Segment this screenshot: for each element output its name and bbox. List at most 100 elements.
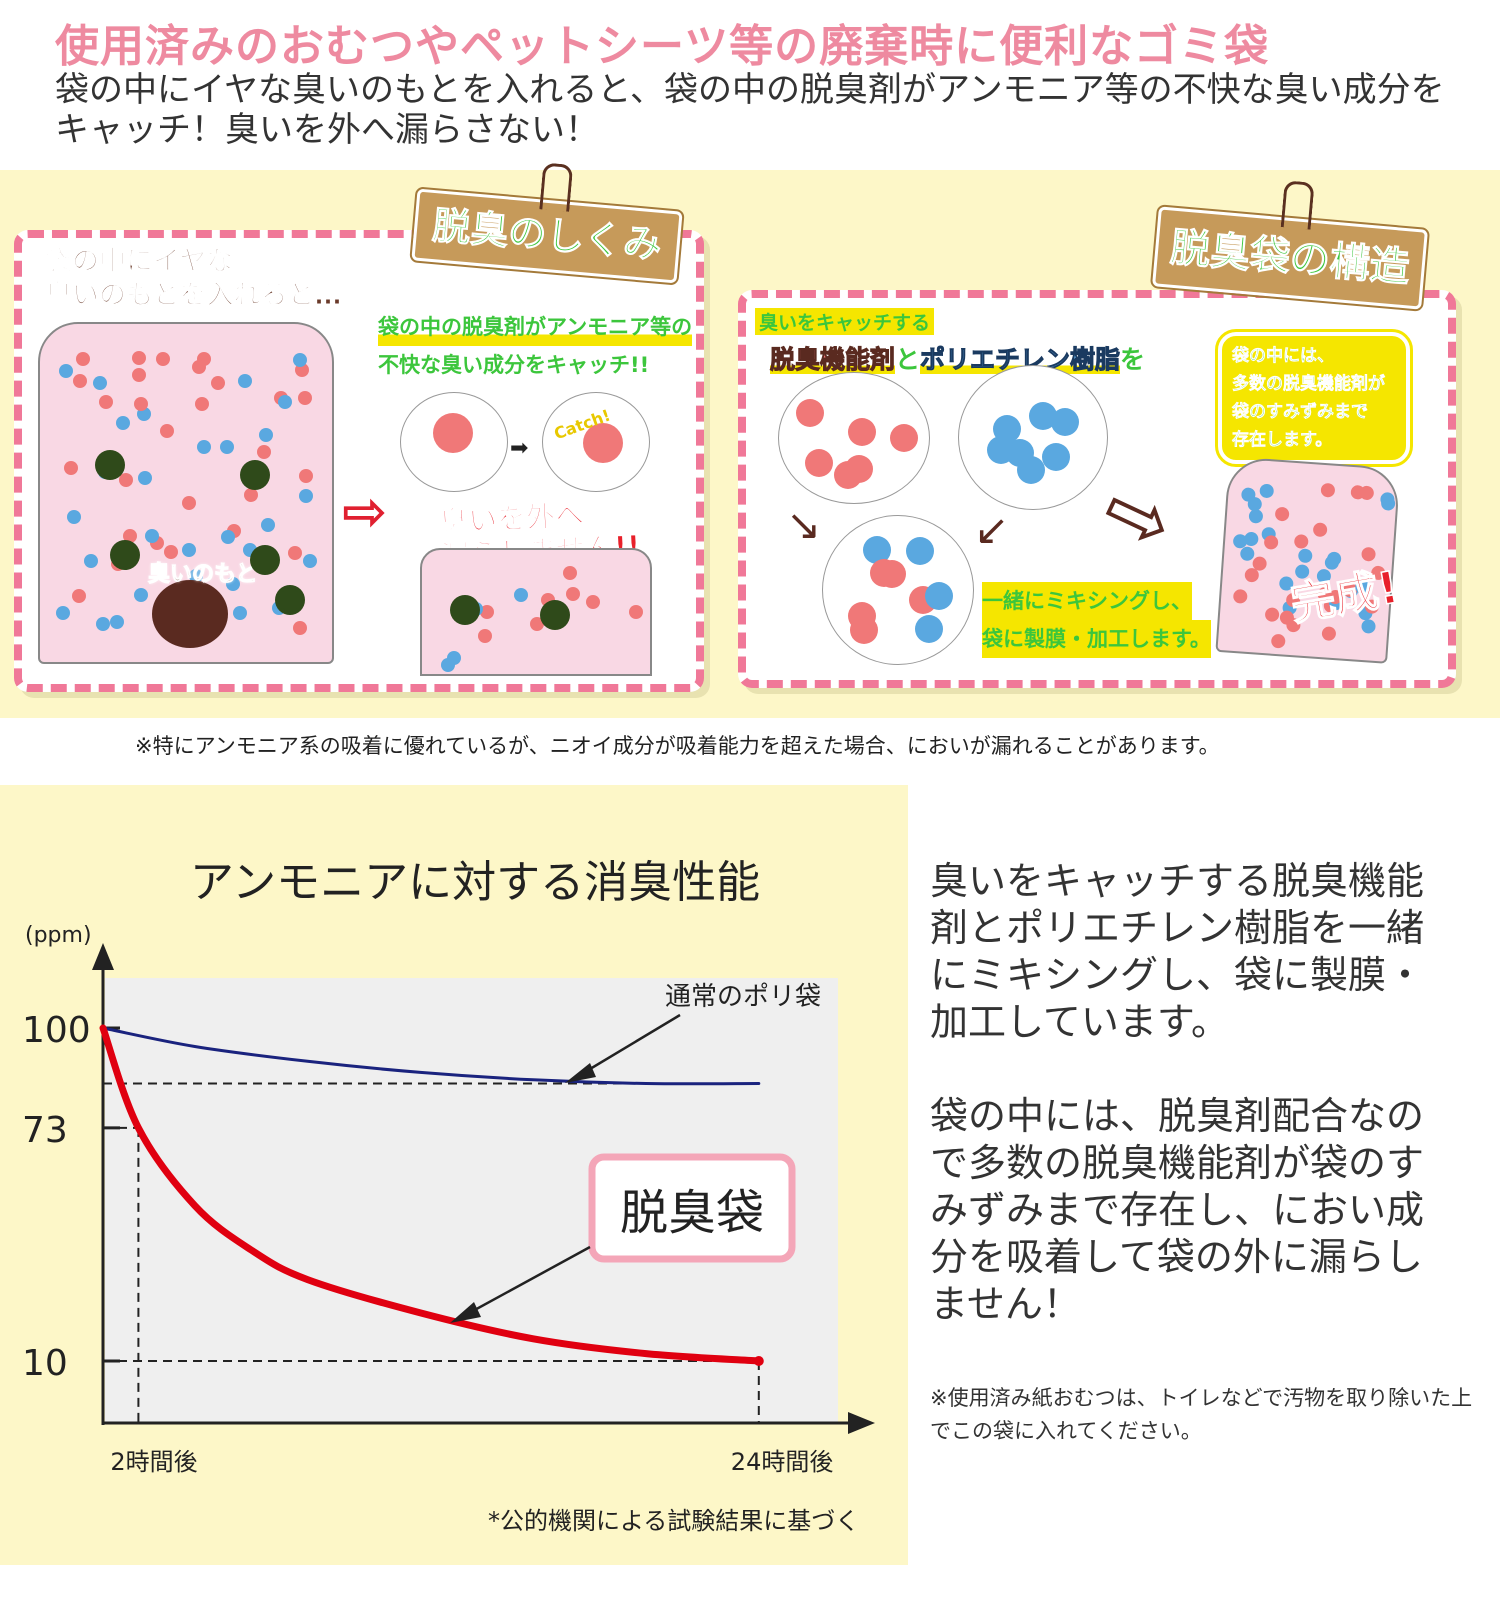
particle-icon [84, 554, 99, 569]
bubble-line: 袋のすみずみまで [1232, 402, 1369, 423]
pointer-arrow-icon [565, 1063, 596, 1083]
description-paragraph: 臭いをキャッチする脱臭機能剤とポリエチレン樹脂を一緒にミキシングし、袋に製膜・加… [930, 859, 1425, 1044]
particle-icon [237, 374, 252, 389]
x-axis-arrow-icon [848, 1412, 875, 1434]
particle-icon [72, 373, 87, 388]
arrow-down-icon: ↙ [974, 505, 1010, 554]
particle-icon [261, 518, 276, 533]
arrow-icon: ➡ [510, 436, 529, 461]
intro-line: 臭いのもとを入れると… [44, 280, 342, 312]
particle-icon [1320, 482, 1336, 498]
subheadline: 袋の中にイヤな臭いのもとを入れると、袋の中の脱臭剤がアンモニア等の不快な臭い成分… [55, 70, 1445, 150]
particle-icon [628, 604, 643, 619]
particle-icon [298, 469, 313, 484]
x-tick-label: 2時間後 [110, 1448, 197, 1476]
chart-footnote: *公的機関による試験結果に基づく [488, 1507, 859, 1535]
particle-icon [287, 545, 302, 560]
particle-icon [66, 510, 81, 525]
headline: 使用済みのおむつやペットシーツ等の廃棄時に便利なゴミ袋 [55, 21, 1270, 72]
particle-icon [302, 553, 317, 568]
particle-icon [257, 445, 272, 460]
odor-germ-icon [540, 600, 570, 630]
particle-icon [565, 587, 580, 602]
particle-icon [160, 423, 175, 438]
particle-icon [110, 615, 125, 630]
particle-icon [191, 359, 206, 374]
molecule-icon [870, 559, 899, 588]
particle-icon [1251, 555, 1267, 571]
particle-icon [278, 394, 293, 409]
y-axis-label: (ppm) [25, 923, 92, 948]
agent-label: 脱臭機能剤 [769, 345, 896, 375]
particle-icon [1358, 485, 1374, 501]
particle-icon [181, 496, 196, 511]
particle-icon [441, 657, 456, 672]
particle-icon [1312, 522, 1328, 538]
particle-icon [182, 543, 197, 558]
deodorization-chart: アンモニアに対する消臭性能 (ppm) 100 73 10 2時間後 24時間後 通常のポリ袋… [22, 857, 875, 1535]
bubble-line: 存在します。 [1232, 430, 1333, 451]
resin-circle [958, 365, 1108, 510]
molecule-icon [1017, 455, 1046, 484]
particle-icon [72, 589, 87, 604]
kicker-text: 臭いをキャッチする [755, 308, 935, 335]
info-bubble: 袋の中には、 多数の脱臭機能剤が 袋のすみずみまで 存在します。 [1215, 329, 1413, 467]
molecule-icon [845, 454, 874, 483]
molecule-icon [889, 423, 918, 452]
particle-icon [56, 605, 71, 620]
molecule-circle: Catch! [542, 392, 650, 492]
particle-icon [226, 577, 241, 592]
odor-germ-icon [275, 585, 305, 615]
particle-icon [513, 587, 528, 602]
catch-line: 袋の中の脱臭剤がアンモニア等の [378, 308, 693, 346]
particle-icon [1293, 533, 1309, 549]
odor-germ-icon [250, 545, 280, 575]
particle-icon [1278, 610, 1294, 626]
particle-icon [138, 470, 153, 485]
mixing-line: 一緒にミキシングし、 [982, 582, 1192, 620]
disclaimer-note: ※特にアンモニア系の吸着に優れているが、ニオイ成分が吸着能力を超えた場合、におい… [135, 734, 1220, 758]
particle-icon [134, 397, 149, 412]
particle-icon [115, 416, 130, 431]
particle-icon [197, 440, 212, 455]
molecule-icon [1051, 407, 1080, 436]
mixed-circle [822, 515, 974, 665]
particle-icon [1232, 588, 1248, 604]
legend-regular-bag: 通常のポリ袋 [665, 982, 821, 1012]
molecule-icon [847, 602, 876, 630]
odor-germ-icon [450, 595, 480, 625]
intro-line: 袋の中にイヤな [44, 246, 234, 278]
particle-icon [1259, 483, 1275, 499]
wo-label: を [1120, 345, 1146, 374]
chart-title: アンモニアに対する消臭性能 [190, 857, 760, 908]
particle-icon [292, 352, 307, 367]
intro-text: 袋の中にイヤな 臭いのもとを入れると… [44, 245, 342, 313]
molecule-icon [1041, 442, 1070, 471]
particle-icon [243, 488, 258, 503]
pointer-arrow-icon [450, 1302, 481, 1323]
description: 臭いをキャッチする脱臭機能剤とポリエチレン樹脂を一緒にミキシングし、袋に製膜・加… [930, 858, 1450, 1328]
particle-icon [133, 588, 148, 603]
mixing-line: 袋に製膜・加工します。 [982, 620, 1211, 658]
ingredients-line: 脱臭機能剤とポリエチレン樹脂を [769, 340, 1146, 376]
particle-icon [1247, 496, 1263, 512]
pointer-line [459, 1245, 591, 1320]
particle-icon [1248, 508, 1264, 524]
y-tick-label: 73 [22, 1110, 68, 1151]
y-tick-label: 100 [22, 1010, 91, 1051]
legend-deodorant-bag: 脱臭袋 [620, 1185, 764, 1241]
odor-source-label: 臭いのもと [148, 562, 259, 588]
particle-icon [1297, 548, 1313, 564]
particle-icon [478, 629, 493, 644]
particle-icon [211, 376, 226, 391]
description-paragraph: 袋の中には、脱臭剤配合なので多数の脱臭機能剤が袋のすみずみまで存在し、におい成分… [930, 1094, 1425, 1326]
particle-icon [232, 606, 247, 621]
particle-icon [164, 545, 179, 560]
molecule-icon [805, 449, 834, 478]
arrow-down-icon: ↘ [786, 500, 822, 549]
particle-icon [144, 528, 159, 543]
particle-icon [123, 529, 138, 544]
particle-icon [118, 473, 133, 488]
particle-icon [563, 565, 578, 580]
particle-icon [293, 620, 308, 635]
